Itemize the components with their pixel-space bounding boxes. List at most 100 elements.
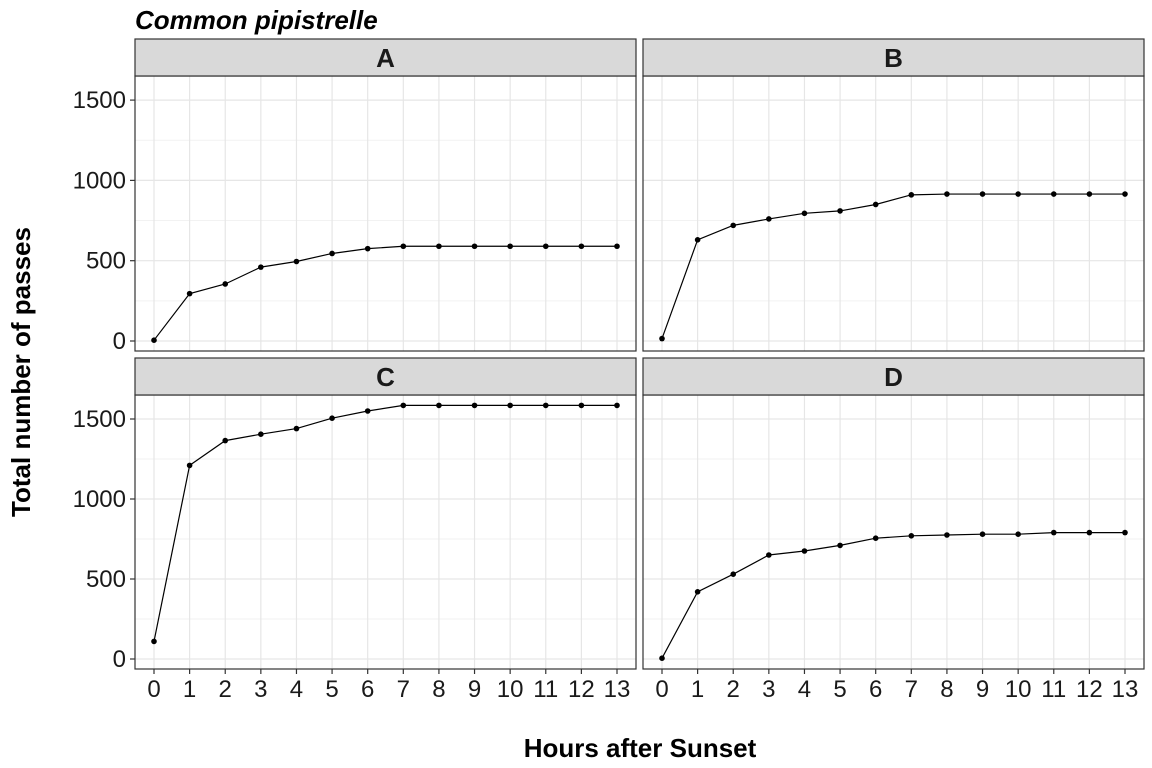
- x-tick-label: 7: [905, 676, 918, 703]
- facet-strip: [134, 357, 637, 396]
- data-point: [258, 431, 264, 438]
- x-tick-label: 13: [604, 676, 631, 703]
- facet-strip: [642, 357, 1145, 396]
- x-tick-label: 8: [940, 676, 953, 703]
- facet-strip-label: D: [884, 362, 903, 392]
- panel-background: [643, 76, 1144, 351]
- series-line: [661, 193, 1125, 339]
- x-tick-label: 1: [691, 676, 704, 703]
- x-tick-label: 11: [533, 676, 558, 703]
- data-point: [329, 415, 335, 422]
- data-point: [329, 250, 335, 257]
- data-point: [1086, 529, 1093, 536]
- data-point: [659, 335, 665, 342]
- data-point: [730, 222, 737, 229]
- data-point: [258, 264, 264, 270]
- x-tick-label: 5: [833, 676, 846, 703]
- facet-strip: [134, 38, 637, 77]
- panel-background: [135, 395, 636, 669]
- x-tick-label: 12: [568, 676, 595, 703]
- facet-panel-a: A 0 500 1000 1500: [73, 38, 637, 355]
- data-point: [1050, 191, 1057, 197]
- data-point: [222, 437, 229, 444]
- data-point: [400, 243, 407, 250]
- x-tick-label: 10: [497, 676, 524, 703]
- data-point: [659, 655, 665, 661]
- x-tick-label: 4: [798, 676, 811, 703]
- facet-strip-label: C: [376, 362, 395, 392]
- x-tick-label: 7: [397, 676, 410, 703]
- data-point: [151, 638, 157, 645]
- data-point: [186, 462, 193, 469]
- data-point: [730, 571, 737, 577]
- series-line: [661, 531, 1125, 659]
- data-point: [694, 237, 701, 243]
- y-tick-label: 500: [86, 566, 126, 593]
- data-point: [1086, 191, 1093, 197]
- data-point: [364, 245, 371, 252]
- data-point: [766, 216, 772, 222]
- x-tick-label: 12: [1076, 676, 1103, 703]
- data-point: [471, 402, 478, 409]
- x-tick-label: 8: [432, 676, 445, 703]
- data-point: [542, 243, 549, 250]
- data-point: [578, 243, 585, 250]
- data-point: [151, 337, 157, 343]
- y-tick-label: 0: [113, 328, 126, 355]
- y-tick-label: 1000: [73, 167, 126, 194]
- y-tick-label: 1000: [73, 486, 126, 513]
- data-point: [694, 589, 701, 595]
- x-tick-label: 11: [1041, 676, 1066, 703]
- data-point: [908, 533, 915, 539]
- data-point: [979, 531, 986, 537]
- data-point: [614, 243, 620, 250]
- series-line: [153, 404, 617, 642]
- data-point: [979, 191, 986, 197]
- data-point: [400, 402, 407, 409]
- x-tick-label: 5: [325, 676, 338, 703]
- data-point: [837, 542, 843, 549]
- data-point: [944, 191, 950, 197]
- data-point: [766, 552, 772, 558]
- facet-strip: [642, 38, 1145, 77]
- data-point: [837, 208, 843, 214]
- x-tick-label: 1: [183, 676, 196, 703]
- chart-title: Common pipistrelle: [135, 5, 378, 35]
- x-tick-label: 6: [869, 676, 882, 703]
- data-point: [471, 243, 478, 250]
- data-point: [186, 290, 193, 297]
- panel-background: [135, 76, 636, 351]
- x-tick-label: 9: [468, 676, 481, 703]
- data-point: [801, 548, 808, 554]
- data-point: [872, 201, 879, 208]
- data-point: [364, 408, 371, 414]
- x-tick-label: 0: [655, 676, 668, 703]
- data-point: [293, 258, 300, 265]
- data-point: [436, 243, 442, 250]
- data-point: [578, 402, 585, 409]
- x-tick-label: 2: [219, 676, 232, 703]
- y-tick-label: 500: [86, 248, 126, 275]
- x-tick-label: 3: [254, 676, 267, 703]
- data-point: [1015, 191, 1021, 197]
- y-tick-label: 0: [113, 646, 126, 673]
- x-tick-label: 2: [727, 676, 740, 703]
- data-point: [507, 402, 513, 409]
- x-tick-label: 3: [762, 676, 775, 703]
- x-tick-label: 9: [976, 676, 989, 703]
- data-point: [507, 243, 513, 250]
- x-tick-label: 10: [1005, 676, 1032, 703]
- x-tick-label: 13: [1112, 676, 1139, 703]
- y-tick-label: 1500: [73, 406, 126, 433]
- facet-panel-d: D0 1 2 3 4 5 6 7 8 9 10 11 12 13: [642, 357, 1145, 703]
- x-tick-label: 0: [147, 676, 160, 703]
- data-point: [222, 281, 229, 287]
- x-tick-label: 6: [361, 676, 374, 703]
- data-point: [1122, 529, 1128, 536]
- y-tick-label: 1500: [73, 87, 126, 114]
- facet-strip-label: A: [376, 43, 395, 73]
- data-point: [542, 402, 549, 409]
- data-point: [872, 535, 879, 541]
